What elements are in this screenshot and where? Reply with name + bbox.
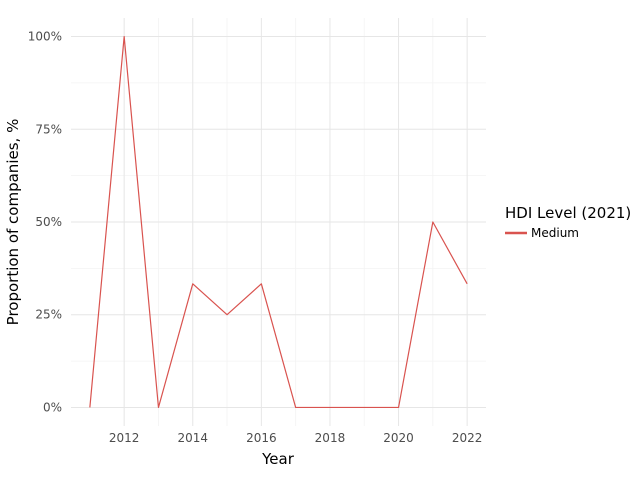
x-tick-label: 2022 bbox=[452, 431, 483, 445]
series-layer bbox=[89, 35, 468, 409]
y-tick-label: 75% bbox=[35, 122, 62, 136]
x-tick-label: 2014 bbox=[177, 431, 208, 445]
x-tick-label: 2020 bbox=[383, 431, 414, 445]
y-axis-title: Proportion of companies, % bbox=[4, 119, 22, 326]
y-tick-label: 25% bbox=[35, 308, 62, 322]
y-tick-label: 100% bbox=[28, 30, 62, 44]
x-tick-label: 2018 bbox=[315, 431, 346, 445]
x-axis-ticks: 2012 2014 2016 2018 2020 2022 bbox=[109, 431, 483, 445]
x-tick-label: 2016 bbox=[246, 431, 277, 445]
x-axis-title: Year bbox=[261, 450, 295, 468]
legend-label-medium: Medium bbox=[531, 226, 579, 240]
y-axis-ticks: 0% 25% 50% 75% 100% bbox=[28, 30, 62, 415]
x-tick-label: 2012 bbox=[109, 431, 140, 445]
legend-title: HDI Level (2021) bbox=[505, 204, 631, 222]
series-line-medium bbox=[89, 35, 468, 409]
grid-lines bbox=[71, 18, 486, 426]
y-tick-label: 50% bbox=[35, 215, 62, 229]
y-tick-label: 0% bbox=[43, 400, 62, 414]
legend: HDI Level (2021) Medium bbox=[505, 204, 631, 240]
